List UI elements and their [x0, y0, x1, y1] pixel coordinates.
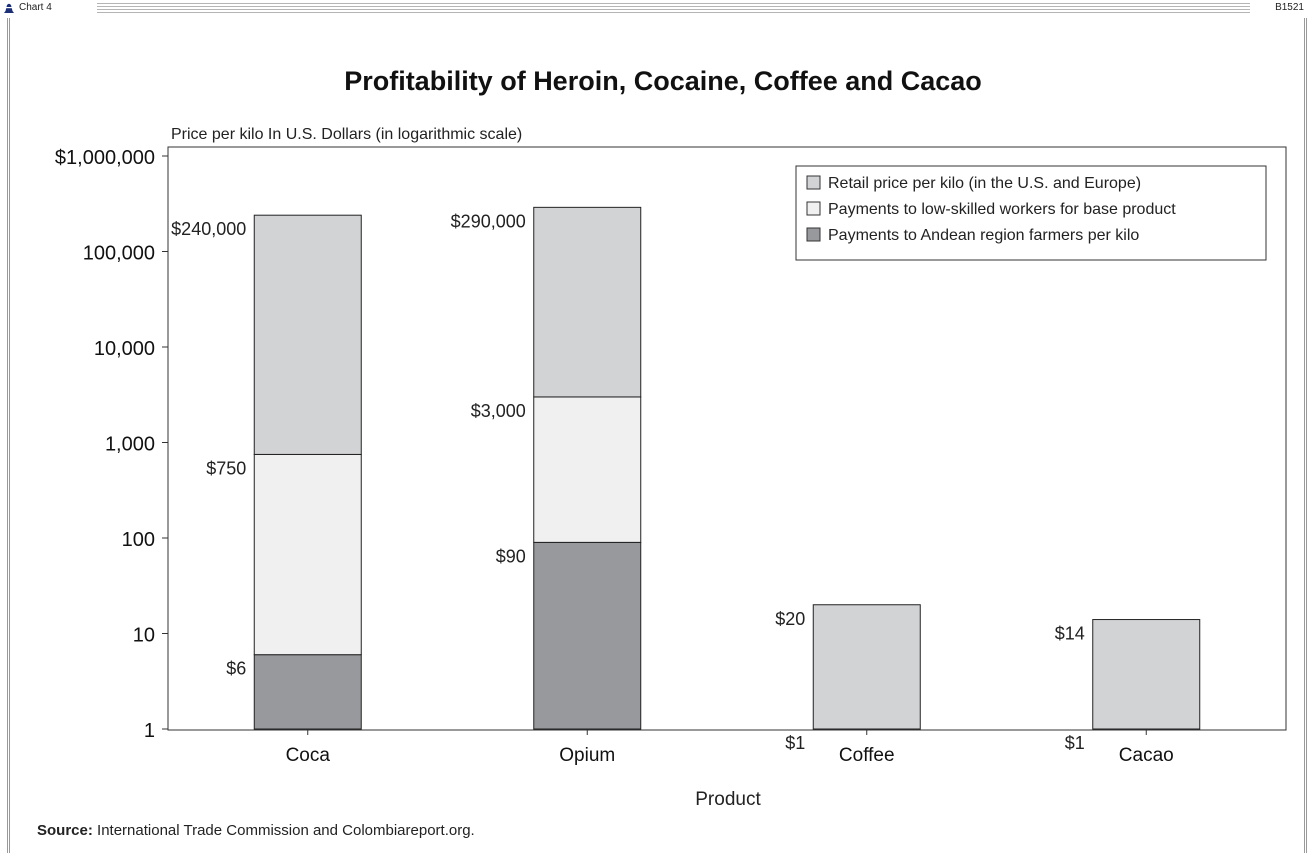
data-label: $750: [206, 458, 246, 478]
data-label: $1: [1065, 733, 1085, 753]
plot-area: [167, 146, 1287, 731]
x-tick-label: Opium: [559, 745, 615, 766]
y-tick-label: $1,000,000: [55, 147, 155, 169]
bar-segment-farmers: [253, 654, 362, 730]
y-tick-label: 100: [122, 529, 155, 551]
legend-box: [795, 165, 1267, 261]
legend-label: Payments to low-skilled workers for base…: [828, 201, 1176, 218]
data-label: $290,000: [451, 211, 526, 231]
bar-segment-workers: [533, 396, 642, 543]
header-rule: [97, 3, 1250, 13]
y-tick-label: 1,000: [105, 434, 155, 456]
bar-segment-retail: [253, 214, 362, 455]
x-axis: Coca Opium Coffee Cacao: [286, 730, 1174, 766]
chart-number-label: Chart 4: [19, 2, 52, 13]
y-tick-label: 100,000: [83, 243, 155, 265]
legend-swatch-farmers: [806, 227, 821, 242]
left-frame-border: [7, 18, 10, 853]
data-label: $90: [496, 546, 526, 566]
legend-swatch-workers: [806, 201, 821, 216]
bar-segment-workers: [253, 453, 362, 656]
bar-segment-retail: [1092, 619, 1201, 730]
source-note: Source: International Trade Commission a…: [37, 822, 475, 839]
bell-logo-icon: [4, 3, 14, 13]
x-tick-label: Cacao: [1119, 745, 1174, 766]
y-tick-label: 10,000: [94, 338, 155, 360]
bar-segment-retail: [533, 206, 642, 398]
source-label: Source:: [37, 822, 93, 839]
chart-code-label: B1521: [1275, 2, 1304, 13]
bar-segment-farmers: [533, 541, 642, 730]
y-tick-label: 1: [144, 720, 155, 742]
bar-segment-retail: [812, 604, 921, 730]
x-tick-label: Coffee: [839, 745, 895, 766]
x-axis-title: Product: [695, 789, 761, 810]
y-axis: 1 10 100 1,000 10,000 100,000 $1,000,000: [55, 147, 168, 742]
data-label: $3,000: [471, 401, 526, 421]
source-text: International Trade Commission and Colom…: [92, 822, 475, 839]
y-axis-title: Price per kilo In U.S. Dollars (in logar…: [171, 126, 522, 143]
chart-title: Profitability of Heroin, Cocaine, Coffee…: [344, 66, 982, 96]
data-label: $6: [226, 659, 246, 679]
legend-swatch-retail: [806, 175, 821, 190]
legend-label: Payments to Andean region farmers per ki…: [828, 227, 1139, 244]
x-tick-label: Coca: [286, 745, 331, 766]
data-label: $1: [785, 733, 805, 753]
bars-group: $6 $750 $240,000 $90 $3,000 $290,000 $1 $20 $1 $1…: [171, 206, 1201, 753]
data-label: $20: [775, 609, 805, 629]
y-tick-label: 10: [133, 625, 155, 647]
legend-label: Retail price per kilo (in the U.S. and E…: [828, 175, 1141, 192]
data-label: $240,000: [171, 219, 246, 239]
data-label: $14: [1055, 624, 1085, 644]
legend: Retail price per kilo (in the U.S. and E…: [795, 165, 1267, 261]
header-bar: Chart 4 B1521: [0, 0, 1307, 18]
